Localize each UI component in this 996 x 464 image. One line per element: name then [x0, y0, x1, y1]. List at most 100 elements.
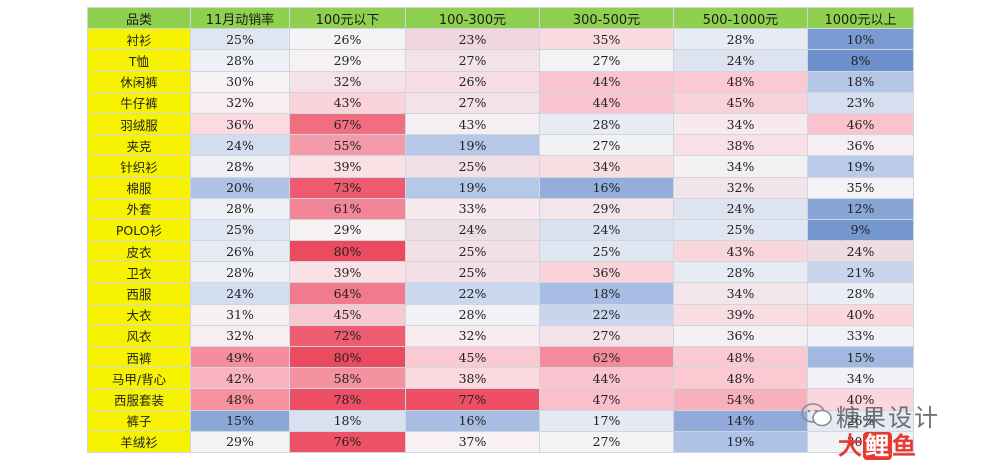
value-cell: 24%: [673, 49, 808, 72]
table-row: 西服套装 48% 78% 77% 47% 54% 40%: [87, 388, 914, 411]
value-cell: 28%: [190, 261, 290, 284]
value-cell: 23%: [405, 28, 540, 51]
value-cell: 67%: [289, 112, 406, 136]
value-cell: 27%: [405, 91, 540, 114]
category-cell: 西裤: [87, 345, 191, 369]
value-cell: 27%: [539, 324, 674, 348]
header-300-500: 300-500元: [539, 6, 674, 30]
table-row: POLO衫 25% 29% 24% 24% 25% 9%: [87, 218, 914, 242]
wechat-icon: [801, 403, 832, 427]
table-row: 夹克 24% 55% 19% 27% 38% 36%: [87, 134, 914, 157]
value-cell: 35%: [807, 176, 914, 199]
category-cell: 西服套装: [87, 388, 191, 411]
table-row: 裤子 15% 18% 16% 17% 14% 26%: [87, 409, 914, 432]
value-cell: 48%: [673, 345, 808, 369]
value-cell: 26%: [289, 28, 406, 51]
value-cell: 27%: [539, 49, 674, 72]
value-cell: 19%: [807, 155, 914, 178]
category-cell: 牛仔裤: [87, 91, 191, 114]
category-cell: 马甲/背心: [87, 367, 191, 390]
value-cell: 73%: [289, 176, 406, 199]
value-cell: 26%: [807, 409, 914, 432]
table-row: 牛仔裤 32% 43% 27% 44% 45% 23%: [87, 91, 914, 114]
value-cell: 37%: [405, 430, 540, 453]
value-cell: 43%: [673, 240, 808, 263]
value-cell: 29%: [289, 49, 406, 72]
value-cell: 29%: [539, 197, 674, 220]
value-cell: 34%: [539, 155, 674, 178]
value-cell: 45%: [405, 345, 540, 369]
table-row: 羊绒衫 29% 76% 37% 27% 19% 30%: [87, 430, 914, 453]
value-cell: 27%: [539, 134, 674, 157]
value-cell: 26%: [190, 240, 290, 263]
value-cell: 47%: [539, 388, 674, 411]
value-cell: 28%: [405, 303, 540, 326]
value-cell: 28%: [190, 197, 290, 220]
value-cell: 49%: [190, 345, 290, 369]
value-cell: 34%: [673, 282, 808, 305]
value-cell: 48%: [673, 70, 808, 93]
value-cell: 72%: [289, 324, 406, 348]
table-row: 羽绒服 36% 67% 43% 28% 34% 46%: [87, 112, 914, 136]
value-cell: 24%: [807, 240, 914, 263]
value-cell: 44%: [539, 91, 674, 114]
value-cell: 42%: [190, 367, 290, 390]
value-cell: 40%: [807, 303, 914, 326]
header-row: 品类 11月动销率 100元以下 100-300元 300-500元 500-1…: [87, 6, 914, 30]
value-cell: 27%: [539, 430, 674, 453]
value-cell: 36%: [539, 261, 674, 284]
table-row: 衬衫 25% 26% 23% 35% 28% 10%: [87, 28, 914, 51]
table-row: 卫衣 28% 39% 25% 36% 28% 21%: [87, 261, 914, 284]
value-cell: 25%: [673, 218, 808, 242]
value-cell: 17%: [539, 409, 674, 432]
value-cell: 39%: [289, 261, 406, 284]
table-row: 皮衣 26% 80% 25% 25% 43% 24%: [87, 240, 914, 263]
header-100-300: 100-300元: [405, 6, 540, 30]
category-cell: 羊绒衫: [87, 430, 191, 453]
value-cell: 38%: [405, 367, 540, 390]
value-cell: 29%: [289, 218, 406, 242]
value-cell: 43%: [289, 91, 406, 114]
table-body: 衬衫 25% 26% 23% 35% 28% 10% T恤 28% 29% 27% 27% 24% 8% 休…: [87, 28, 914, 453]
value-cell: 21%: [807, 261, 914, 284]
value-cell: 36%: [190, 112, 290, 136]
value-cell: 28%: [673, 28, 808, 51]
value-cell: 34%: [673, 112, 808, 136]
value-cell: 18%: [289, 409, 406, 432]
value-cell: 24%: [405, 218, 540, 242]
value-cell: 31%: [190, 303, 290, 326]
table-row: 马甲/背心 42% 58% 38% 44% 48% 34%: [87, 367, 914, 390]
value-cell: 35%: [539, 28, 674, 51]
value-cell: 45%: [673, 91, 808, 114]
table-row: 风衣 32% 72% 32% 27% 36% 33%: [87, 324, 914, 348]
value-cell: 55%: [289, 134, 406, 157]
value-cell: 28%: [190, 155, 290, 178]
value-cell: 19%: [673, 430, 808, 453]
value-cell: 58%: [289, 367, 406, 390]
table-row: T恤 28% 29% 27% 27% 24% 8%: [87, 49, 914, 72]
table-row: 西服 24% 64% 22% 18% 34% 28%: [87, 282, 914, 305]
value-cell: 32%: [405, 324, 540, 348]
value-cell: 19%: [405, 134, 540, 157]
category-cell: 裤子: [87, 409, 191, 432]
value-cell: 54%: [673, 388, 808, 411]
value-cell: 39%: [673, 303, 808, 326]
watermark-brand: 糖果设计: [836, 404, 940, 432]
value-cell: 62%: [539, 345, 674, 369]
category-cell: 针织衫: [87, 155, 191, 178]
value-cell: 25%: [405, 261, 540, 284]
category-cell: 皮衣: [87, 240, 191, 263]
value-cell: 25%: [190, 218, 290, 242]
value-cell: 34%: [807, 367, 914, 390]
value-cell: 32%: [673, 176, 808, 199]
watermark-logo: 大鲤鱼: [838, 426, 917, 461]
value-cell: 27%: [405, 49, 540, 72]
value-cell: 80%: [289, 240, 406, 263]
value-cell: 24%: [539, 218, 674, 242]
value-cell: 23%: [807, 91, 914, 114]
category-cell: 风衣: [87, 324, 191, 348]
value-cell: 32%: [190, 91, 290, 114]
logo-char-2: 鲤: [863, 432, 892, 460]
category-cell: POLO衫: [87, 218, 191, 242]
value-cell: 18%: [539, 282, 674, 305]
